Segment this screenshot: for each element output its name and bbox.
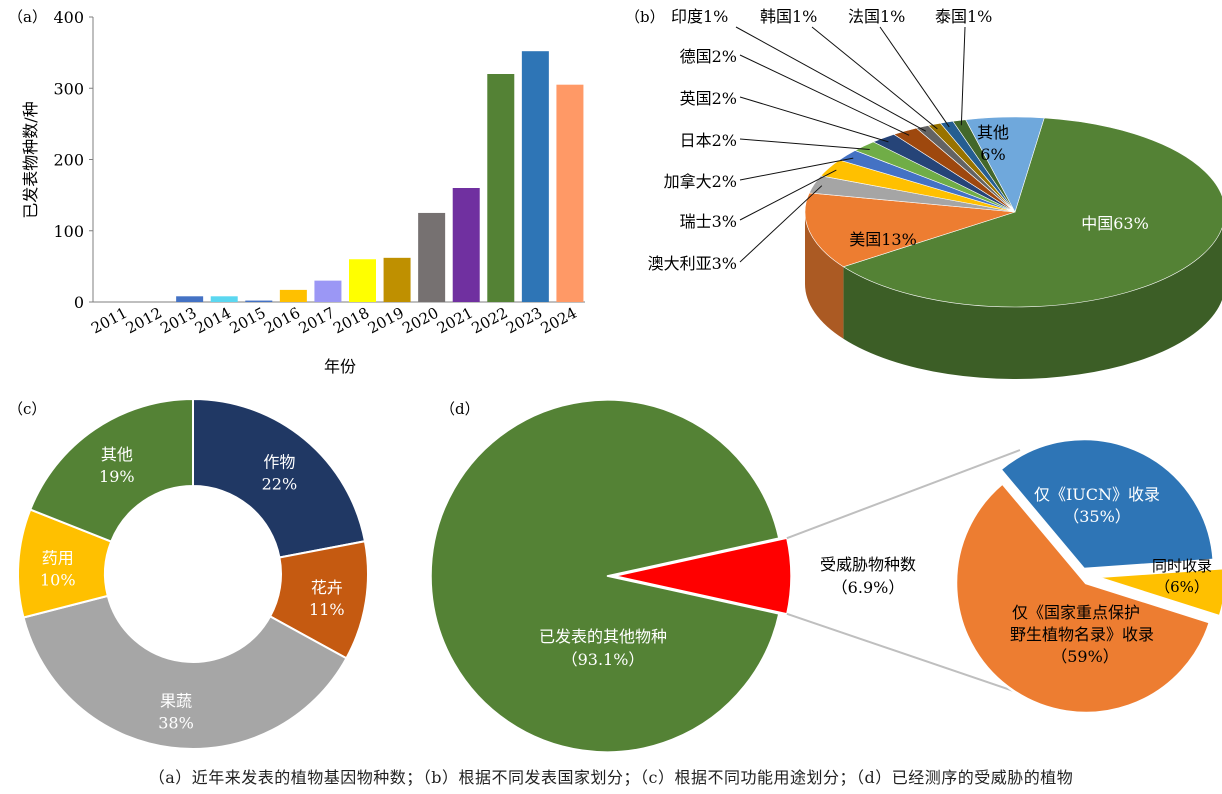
slice-label-other-pct: 6%: [980, 145, 1005, 164]
bar-2013: [176, 296, 204, 302]
bar-2016: [279, 289, 307, 302]
y-tick-label: 300: [53, 79, 84, 98]
bar-2023: [521, 51, 549, 303]
donut-pct-花卉: 11%: [309, 600, 345, 619]
pie-side-中国: [843, 227, 1222, 379]
donut-label-果蔬: 果蔬: [160, 691, 192, 710]
bar-chart-a: （a）0100200300400201120122013201420152016…: [8, 8, 585, 376]
pie-slice-other-species: [430, 399, 780, 753]
breakdown-slice-1: [1095, 566, 1222, 618]
pie-side-美国: [805, 212, 844, 339]
slice-label-印度: 印度1%: [671, 7, 728, 26]
slice-label-澳大利亚: 澳大利亚3%: [648, 254, 737, 273]
panel-label-d: （d）: [440, 400, 480, 418]
connector-bottom: [786, 612, 1041, 701]
pie-chart-b: （b） 中国63% 美国13% 其他 6% 澳大利亚3% 瑞士3% 加拿大2% 日本2% 英国2%…: [625, 7, 1222, 379]
figure-canvas: （a）0100200300400201120122013201420152016…: [8, 7, 1222, 753]
pct-both: （6%）: [1155, 578, 1209, 596]
bar-2021: [452, 188, 480, 302]
bar-2015: [245, 300, 273, 302]
slice-label-other: 其他: [977, 123, 1009, 142]
slice-label-英国: 英国2%: [680, 89, 737, 108]
pct-national: （59%）: [1051, 647, 1119, 666]
leader-line: [739, 185, 823, 263]
slice-label-china: 中国63%: [1081, 214, 1149, 233]
slice-label-加拿大: 加拿大2%: [664, 172, 737, 191]
donut-label-药用: 药用: [42, 548, 74, 567]
donut-pct-作物: 22%: [262, 475, 298, 494]
donut-label-其他: 其他: [101, 445, 133, 464]
leader-line: [739, 138, 870, 150]
slice-label-瑞士: 瑞士3%: [680, 212, 737, 231]
bar-2020: [418, 212, 446, 302]
bar-2018: [349, 259, 376, 302]
donut-pct-果蔬: 38%: [158, 713, 194, 732]
y-tick-label: 100: [53, 222, 84, 241]
y-axis-title: 已发表物种数/种: [21, 101, 40, 218]
figure-caption: （a）近年来发表的植物基因物种数；（b）根据不同发表国家划分；（c）根据不同功能…: [148, 768, 1074, 787]
slice-label-德国: 德国2%: [680, 47, 737, 66]
slice-label-泰国: 泰国1%: [935, 7, 992, 26]
leader-line: [960, 26, 966, 126]
slice-label-法国: 法国1%: [848, 7, 905, 26]
donut-pct-其他: 19%: [99, 467, 135, 486]
leader-line: [735, 26, 927, 132]
donut-slice-果蔬: [22, 594, 348, 751]
x-axis-title: 年份: [324, 357, 356, 376]
panel-label-a: （a）: [8, 8, 47, 26]
donut-slice-作物: [192, 397, 367, 559]
bar-2014: [210, 296, 238, 302]
donut-chart-c: （c） 作物 22% 花卉 11% 果蔬 38% 药用 10% 其他 19%: [8, 397, 369, 751]
slice-label-usa: 美国13%: [849, 230, 917, 249]
donut-label-花卉: 花卉: [311, 578, 343, 597]
y-tick-label: 400: [53, 8, 84, 27]
pie-slice-中国: [842, 117, 1222, 308]
label-national-1: 仅《国家重点保护: [1012, 603, 1140, 622]
donut-pct-药用: 10%: [40, 570, 76, 589]
connector-top: [786, 449, 1021, 540]
panel-label-b: （b）: [625, 8, 665, 26]
y-tick-label: 200: [53, 151, 84, 170]
y-tick-label: 0: [74, 293, 84, 312]
pie-of-pie-d: （d） 已发表的其他物种 （93.1%） 受威胁物种数 （6.9%） 仅《IUCN》收录 （…: [430, 399, 1222, 753]
bar-2017: [314, 280, 342, 302]
x-tick-label: 2024: [538, 304, 580, 338]
leader-line: [739, 157, 854, 181]
breakdown-slice-2: [954, 481, 1212, 715]
leader-line: [879, 26, 950, 128]
label-iucn: 仅《IUCN》收录: [1034, 485, 1160, 504]
leader-line: [739, 169, 837, 221]
bar-2022: [487, 74, 515, 302]
leader-line: [739, 96, 889, 143]
label-other-species: 已发表的其他物种: [539, 627, 667, 646]
slice-label-日本: 日本2%: [680, 131, 737, 150]
label-national-2: 野生植物名录》收录: [1010, 625, 1154, 644]
label-threatened: 受威胁物种数: [820, 555, 916, 574]
pct-iucn: （35%）: [1063, 507, 1131, 526]
pie-slice-其他: [965, 116, 1045, 213]
pct-other-species: （93.1%）: [562, 650, 645, 669]
donut-label-作物: 作物: [263, 453, 295, 472]
panel-label-c: （c）: [8, 400, 46, 418]
bar-2019: [383, 257, 411, 302]
pie-slice-threatened: [614, 537, 792, 615]
label-both: 同时收录: [1152, 557, 1212, 575]
breakdown-slice-0: [998, 437, 1216, 571]
bar-2024: [556, 84, 584, 302]
slice-label-韩国: 韩国1%: [760, 7, 817, 26]
leader-line: [739, 54, 910, 136]
leader-line: [811, 26, 938, 130]
donut-slice-其他: [28, 397, 194, 543]
pct-threatened: （6.9%）: [832, 578, 905, 597]
